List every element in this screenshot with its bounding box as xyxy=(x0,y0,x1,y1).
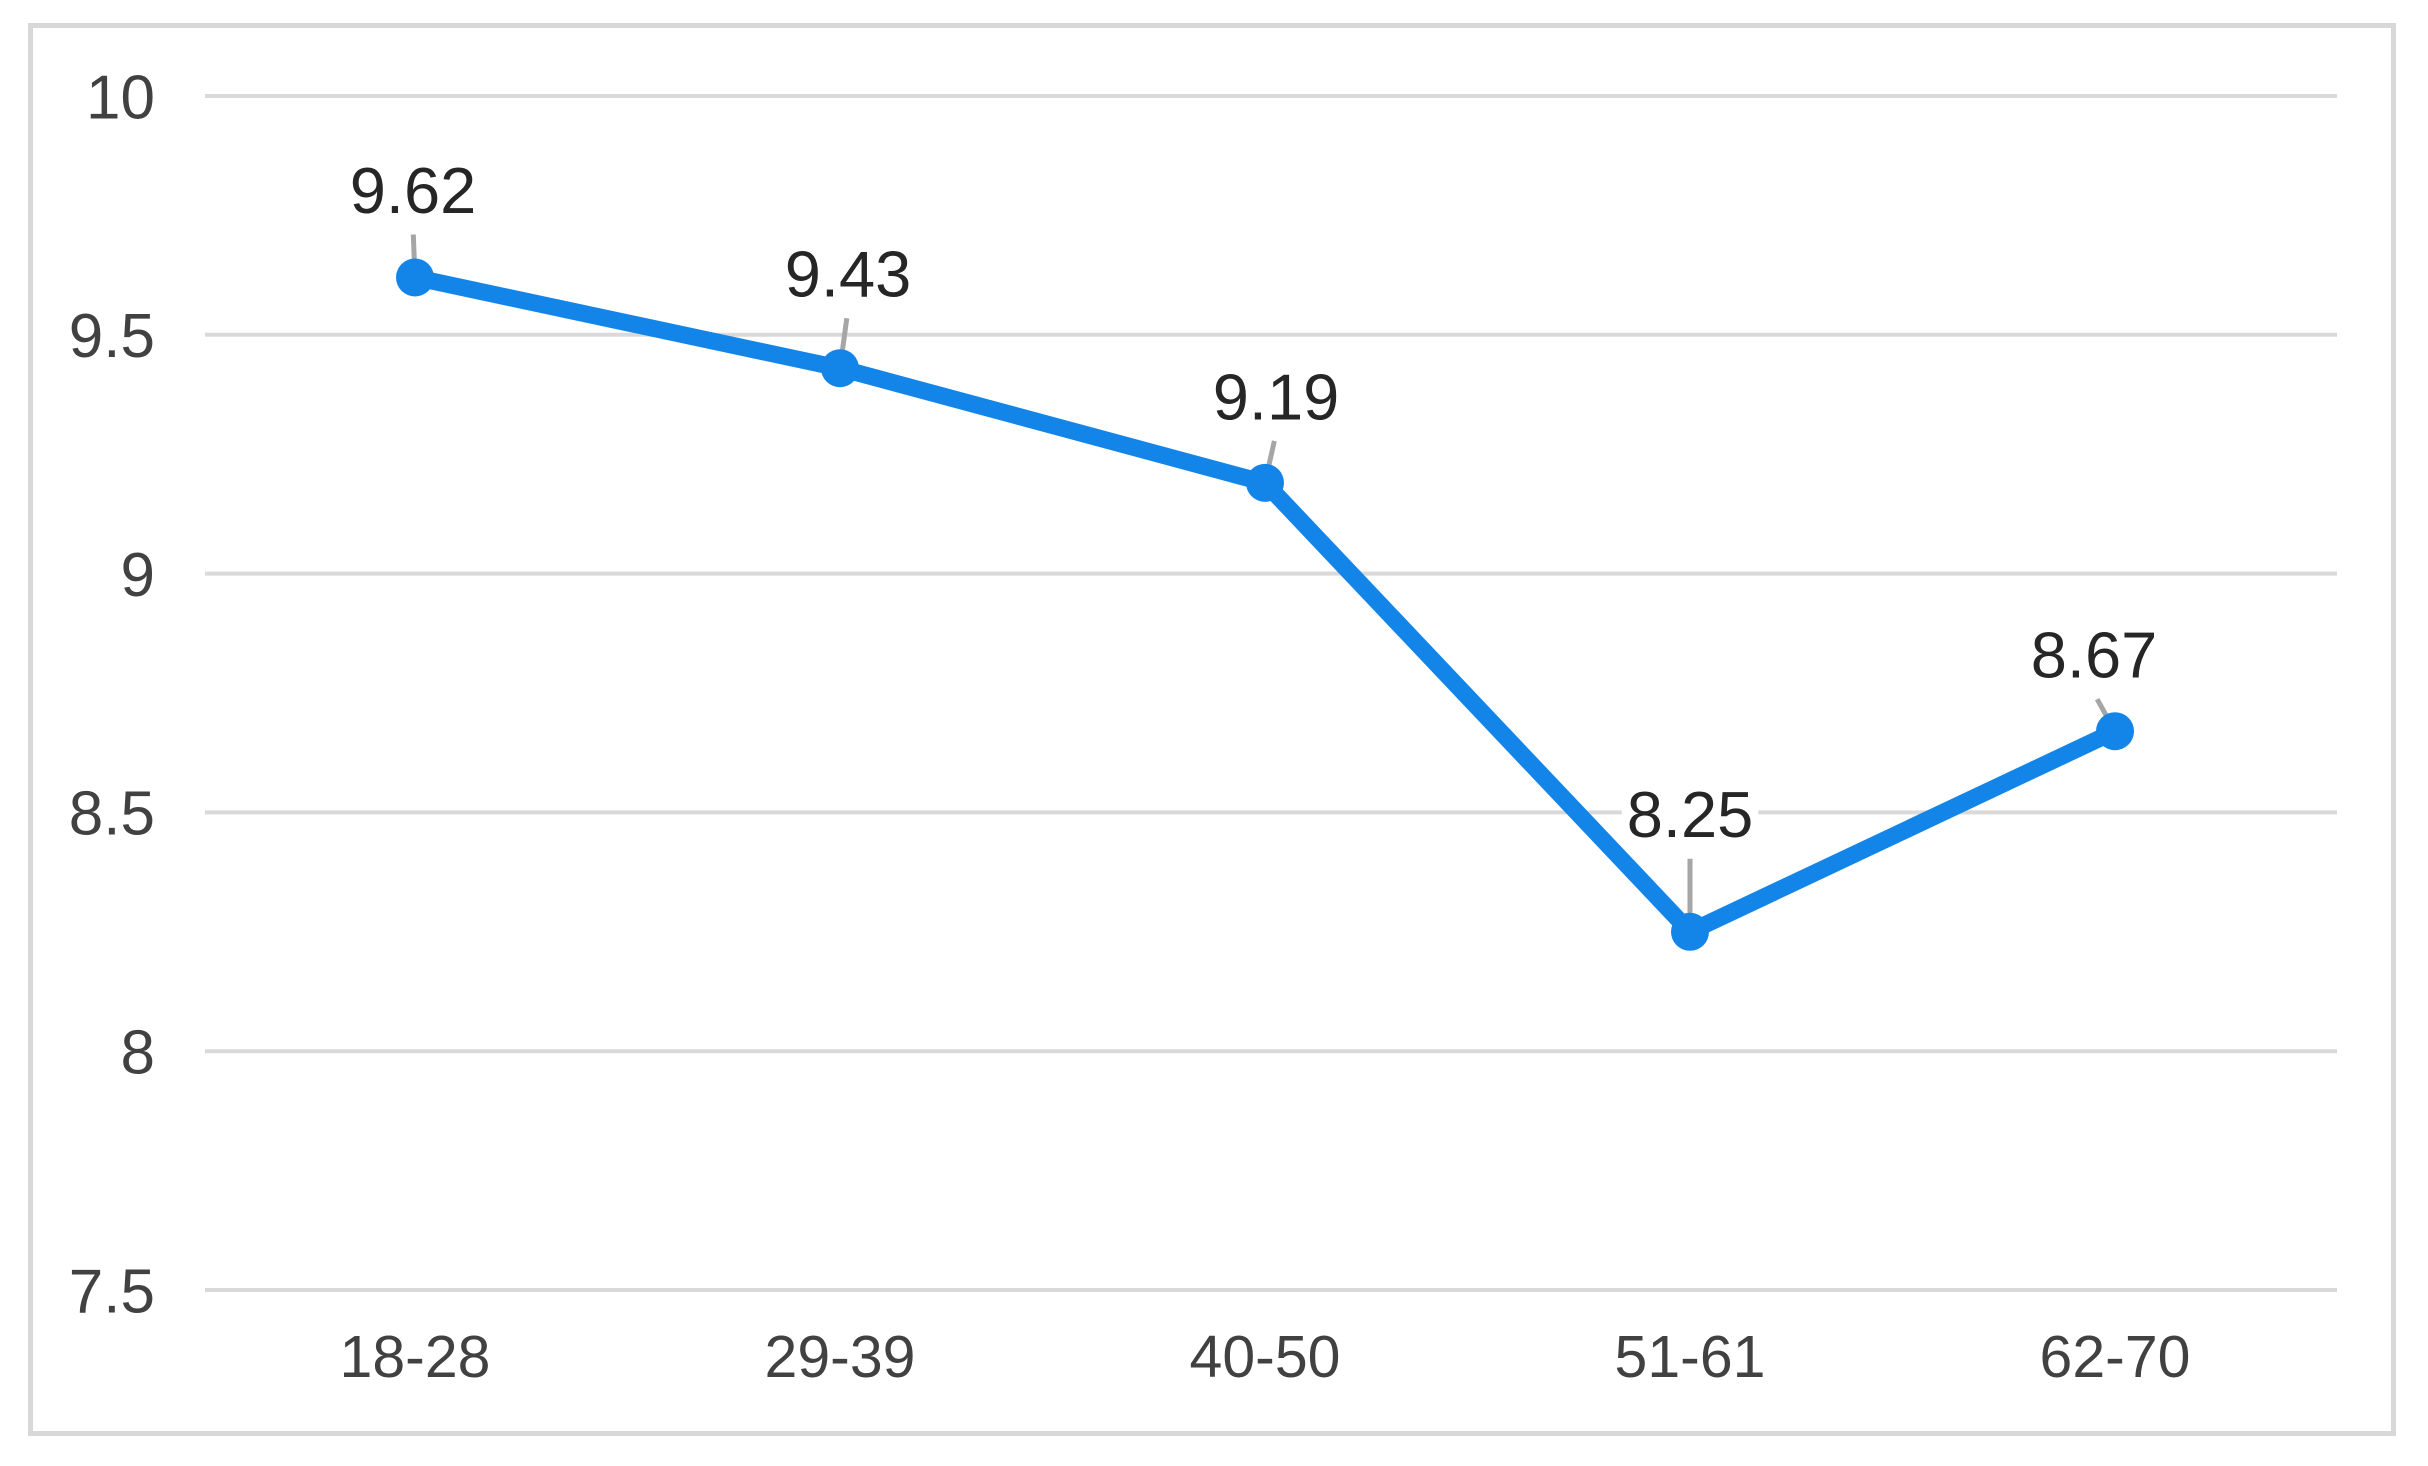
x-tick-label: 51-61 xyxy=(1615,1324,1766,1390)
y-tick-label: 9.5 xyxy=(69,302,155,371)
data-label: 9.19 xyxy=(1213,360,1340,433)
data-label-backing xyxy=(344,163,482,219)
chart-border xyxy=(28,23,2396,1436)
x-tick-label: 40-50 xyxy=(1190,1324,1341,1390)
data-label-backing xyxy=(1621,788,1759,844)
y-tick-label: 10 xyxy=(86,63,155,132)
data-point-marker xyxy=(396,258,434,297)
y-tick-label: 7.5 xyxy=(69,1257,155,1326)
data-label-backing xyxy=(2025,628,2163,684)
data-label: 9.43 xyxy=(785,238,912,311)
data-point-marker xyxy=(821,349,859,388)
data-label-backing xyxy=(779,247,917,303)
data-point-marker xyxy=(2096,712,2134,751)
data-label-backing xyxy=(1207,370,1345,426)
y-tick-label: 8.5 xyxy=(69,780,155,849)
y-tick-label: 8 xyxy=(121,1019,155,1088)
y-tick-label: 9 xyxy=(121,541,155,610)
data-point-marker xyxy=(1246,463,1284,502)
x-tick-label: 18-28 xyxy=(340,1324,491,1390)
x-tick-label: 29-39 xyxy=(765,1324,916,1390)
data-label: 8.25 xyxy=(1627,778,1754,851)
data-label: 9.62 xyxy=(350,154,477,227)
data-label: 8.67 xyxy=(2031,619,2158,692)
x-tick-label: 62-70 xyxy=(2040,1324,2191,1390)
data-point-marker xyxy=(1671,912,1709,951)
